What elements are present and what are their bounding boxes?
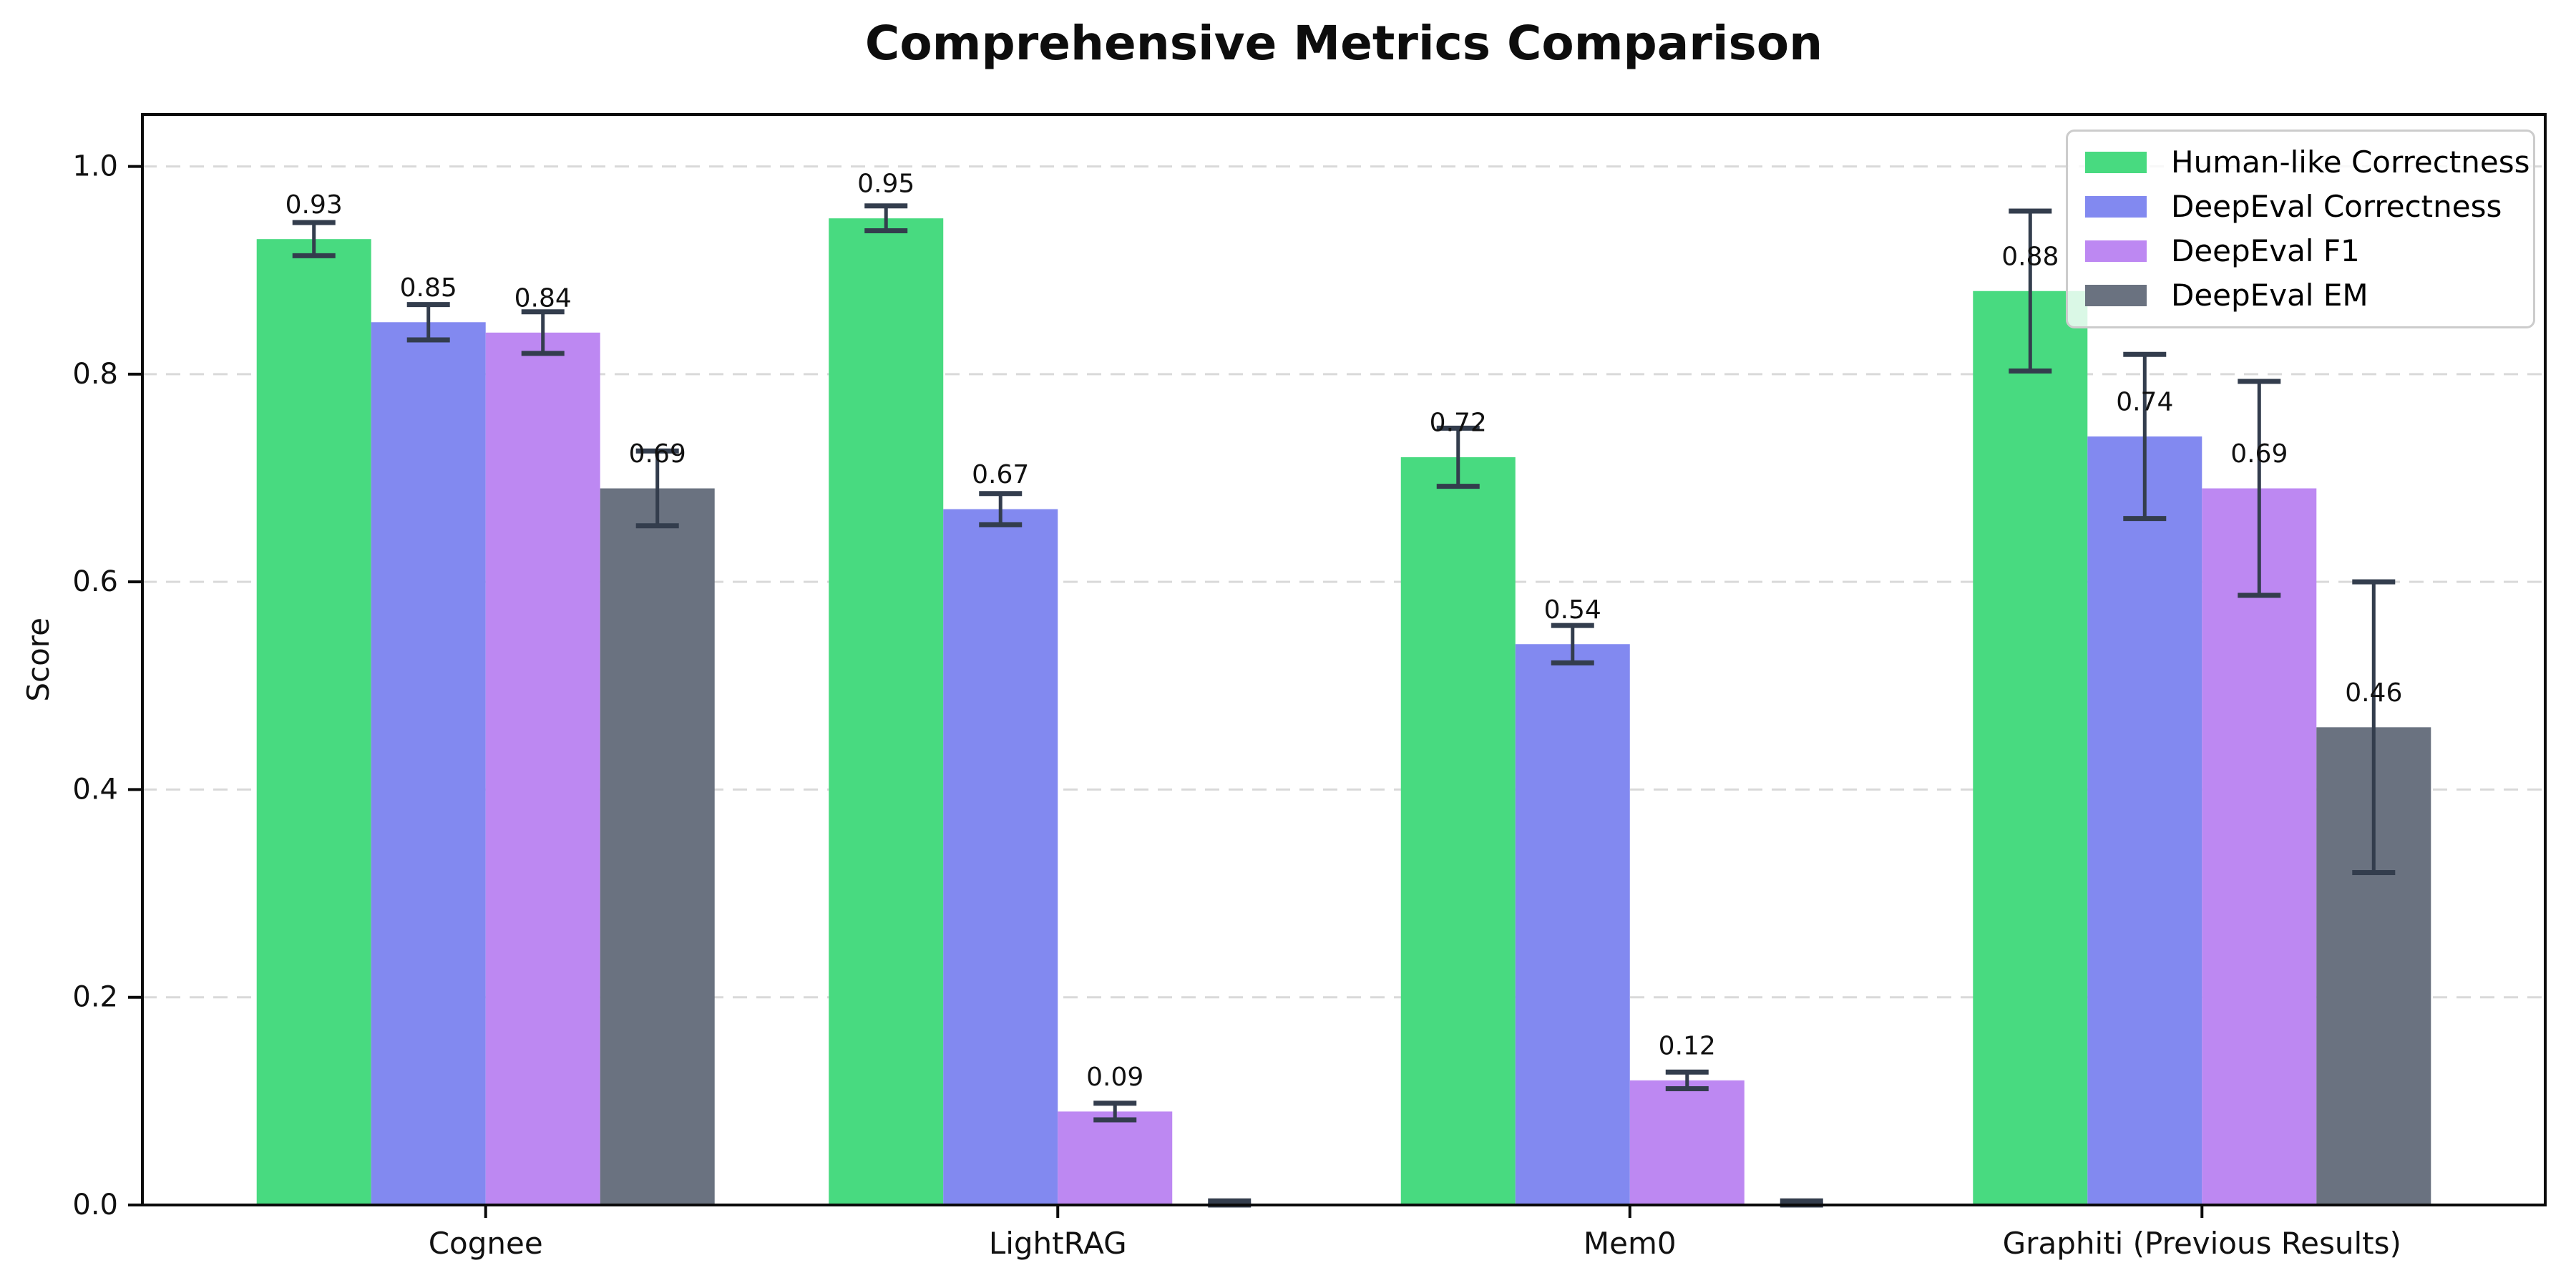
x-tick-label: LightRAG [989,1226,1127,1261]
legend-label: DeepEval F1 [2171,233,2360,268]
bar [1629,1080,1745,1205]
bar [256,239,371,1206]
plot-border [141,113,2547,1206]
x-tick-label: Graphiti (Previous Results) [2003,1226,2401,1261]
bar-value-label: 0.93 [286,190,343,220]
bar [1515,644,1630,1205]
chart-title: Comprehensive Metrics Comparison [864,16,1823,71]
bar [2087,436,2202,1205]
bar [485,332,600,1205]
bar [1973,291,2088,1205]
legend-label: DeepEval Correctness [2171,189,2502,224]
bar-value-label: 0.88 [2001,242,2059,271]
bar-value-label: 0.69 [629,439,686,469]
legend-swatch [2085,240,2147,262]
legend-item: DeepEval F1 [2085,229,2516,273]
bar-value-label: 0.12 [1659,1031,1716,1060]
bar [600,488,715,1205]
x-tick-label: Cognee [429,1226,543,1261]
bar-value-label: 0.67 [972,460,1029,489]
bar-value-label: 0.85 [400,273,457,303]
y-tick-label: 0.4 [72,773,118,806]
bar-value-label: 0.09 [1086,1063,1143,1092]
y-tick-label: 1.0 [72,150,118,183]
y-tick-label: 0.8 [72,358,118,391]
bar [1058,1111,1173,1205]
bar-value-label: 0.74 [2116,388,2173,417]
bar-value-label: 0.72 [1430,409,1487,438]
legend-label: Human-like Correctness [2171,145,2530,180]
legend-item: DeepEval EM [2085,273,2516,318]
legend-swatch [2085,285,2147,306]
legend-item: Human-like Correctness [2085,140,2530,185]
x-tick-label: Mem0 [1584,1226,1677,1261]
bar [371,322,486,1206]
bar [943,509,1058,1205]
bar [829,218,944,1206]
bar-value-label: 0.46 [2345,678,2402,708]
y-tick-label: 0.0 [72,1189,118,1221]
legend-swatch [2085,196,2147,218]
bar-value-label: 0.54 [1544,595,1601,625]
legend: Human-like Correctness DeepEval Correctne… [2066,130,2535,328]
bar [2202,488,2317,1205]
bar-value-label: 0.69 [2230,439,2288,469]
legend-swatch [2085,152,2147,173]
bar [1400,457,1516,1205]
y-tick-label: 0.2 [72,981,118,1014]
bar-value-label: 0.95 [857,170,914,199]
legend-label: DeepEval EM [2171,278,2368,313]
bar-value-label: 0.84 [514,283,572,313]
legend-item: DeepEval Correctness [2085,185,2516,229]
y-tick-label: 0.6 [72,565,118,598]
